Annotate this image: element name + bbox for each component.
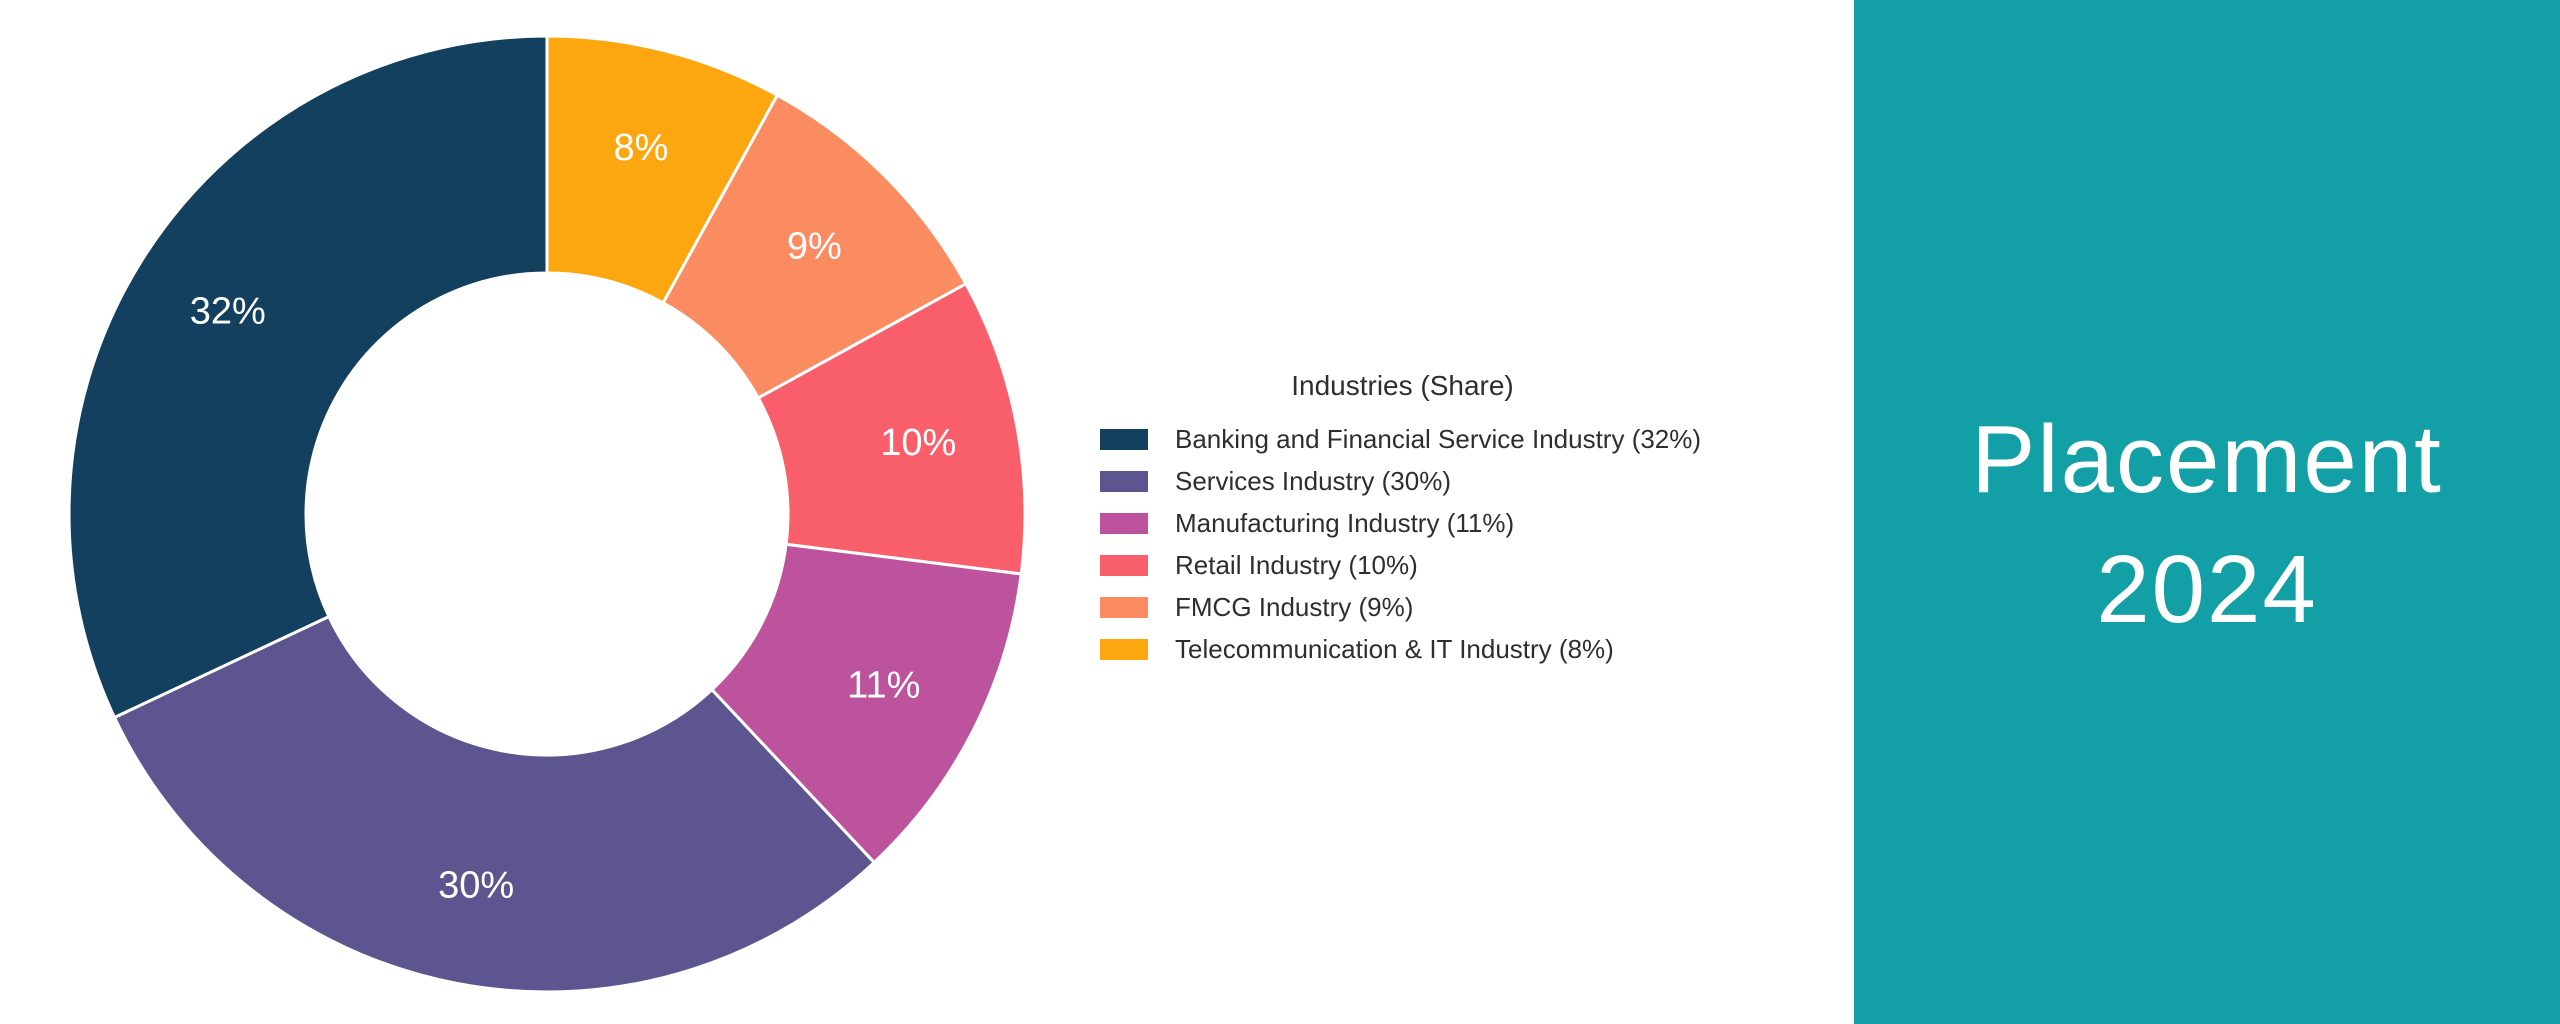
legend-label: Banking and Financial Service Industry (…: [1175, 423, 1702, 454]
legend-row: Retail Industry (10%): [1100, 544, 1645, 586]
legend-swatch: [1100, 428, 1148, 450]
legend-row: Services Industry (30%): [1100, 460, 1645, 502]
pie-slice-percent-label: 30%: [438, 864, 514, 906]
pie-slice-percent-label: 9%: [787, 226, 842, 268]
legend-label: FMCG Industry (9%): [1175, 591, 1414, 622]
pie-slice-fmcg-industry: [661, 93, 968, 400]
legend-rows: Banking and Financial Service Industry (…: [1100, 418, 1701, 670]
legend-swatch: [1100, 554, 1148, 576]
title-panel: Placement 2024: [1854, 0, 2560, 1024]
legend-label: Retail Industry (10%): [1175, 549, 1418, 580]
legend-swatch: [1100, 512, 1148, 534]
legend-row: FMCG Industry (9%): [1100, 586, 1645, 628]
pie-slice-services-industry: [112, 614, 877, 994]
panel-title-line2: 2024: [2096, 536, 2318, 643]
pie-slice-percent-label: 8%: [614, 127, 669, 169]
legend-label: Manufacturing Industry (11%): [1175, 507, 1515, 538]
legend-row: Telecommunication & IT Industry (8%): [1100, 628, 1645, 670]
legend-title: Industries (Share): [1291, 370, 1514, 401]
panel-title-line1: Placement: [1971, 406, 2443, 513]
donut-chart: 32% 30% 11% 10% 9% 8%: [67, 34, 1027, 994]
donut-chart-region: 32% 30% 11% 10% 9% 8% Industries (Share) Bank…: [67, 34, 1701, 994]
pie-slice-percent-label: 11%: [847, 665, 920, 707]
legend-label: Telecommunication & IT Industry (8%): [1175, 633, 1614, 664]
pie-slice-banking-and-financial-service-industry: [67, 34, 549, 720]
pie-slice-percent-label: 32%: [190, 291, 266, 333]
pie-slice-manufacturing-industry: [709, 542, 1023, 865]
chart-legend: Industries (Share) Banking and Financial…: [1100, 370, 1701, 670]
legend-row: Banking and Financial Service Industry (…: [1100, 418, 1701, 460]
legend-swatch: [1100, 596, 1148, 618]
legend-label: Services Industry (30%): [1175, 465, 1451, 496]
legend-swatch: [1100, 638, 1148, 660]
pie-slice-telecommunication-it-industry: [545, 34, 780, 305]
legend-row: Manufacturing Industry (11%): [1100, 502, 1645, 544]
legend-swatch: [1100, 470, 1148, 492]
pie-slice-percent-label: 10%: [880, 422, 956, 464]
title-panel-text: Placement 2024: [1971, 395, 2443, 655]
pie-slice-retail-industry: [756, 281, 1027, 576]
